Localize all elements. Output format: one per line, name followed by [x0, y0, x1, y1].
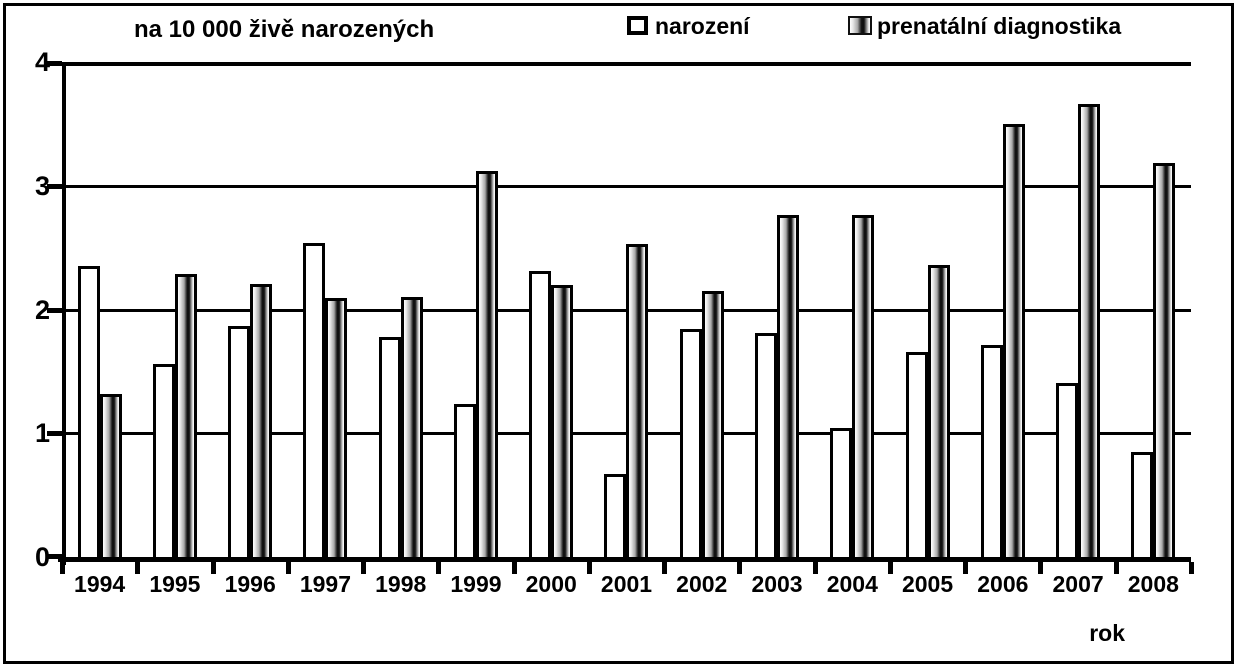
year-group-1996 — [213, 62, 288, 557]
bar-narozeni-1999 — [453, 403, 476, 557]
year-group-2002 — [664, 62, 739, 557]
y-axis-label-1: 1 — [34, 418, 50, 449]
bar-prenatalni-2008 — [1153, 163, 1176, 557]
x-axis-label-1996: 1996 — [224, 571, 276, 597]
bar-prenatalni-1995 — [174, 273, 197, 557]
bar-narozeni-2001 — [604, 474, 627, 557]
year-group-2005 — [890, 62, 965, 557]
year-group-2000 — [514, 62, 589, 557]
x-axis-label-2001: 2001 — [600, 571, 653, 597]
gridline-top — [62, 62, 1191, 66]
x-axis-tick-5 — [436, 562, 442, 574]
bar-prenatalni-1998 — [400, 297, 423, 557]
y-axis-label-2: 2 — [34, 294, 50, 325]
x-axis-tick-14 — [1113, 562, 1119, 574]
legend-swatch-prenatalni-icon — [848, 16, 872, 35]
y-axis-tick-1 — [47, 431, 62, 437]
year-group-2006 — [965, 62, 1040, 557]
year-group-2001 — [589, 62, 664, 557]
x-axis-label-2002: 2002 — [676, 571, 728, 597]
x-axis-label-1997: 1997 — [299, 571, 352, 597]
bar-prenatalni-1994 — [99, 393, 122, 557]
y-axis-tick-0 — [47, 554, 62, 559]
legend-label-prenatalni: prenatální diagnostika — [877, 13, 1122, 39]
x-axis-label-2000: 2000 — [525, 571, 577, 597]
gridline-3 — [62, 184, 1191, 188]
bar-narozeni-2000 — [529, 271, 552, 557]
bar-narozeni-1998 — [378, 336, 401, 557]
x-axis-labels: 1994 1995 1996 1997 1998 1999 2000 2001 2002 2003… — [62, 571, 1191, 598]
x-axis-tick-11 — [887, 562, 893, 574]
x-axis-tick-9 — [737, 562, 743, 574]
x-axis-label-2006: 2006 — [977, 571, 1029, 597]
bar-prenatalni-1996 — [250, 283, 273, 557]
bar-narozeni-1997 — [303, 242, 326, 557]
x-axis-tick-15 — [1189, 562, 1194, 574]
x-axis-label-1999: 1999 — [450, 571, 502, 597]
year-group-1994 — [62, 62, 137, 557]
x-axis-tick-10 — [812, 562, 818, 574]
bar-prenatalni-2000 — [551, 284, 574, 557]
bar-prenatalni-2001 — [626, 243, 649, 557]
y-axis-label-4: 4 — [34, 47, 50, 77]
x-axis-label-2004: 2004 — [826, 571, 878, 597]
y-axis-label-0: 0 — [34, 542, 50, 572]
x-axis-tick-4 — [361, 562, 367, 574]
x-axis-tick-7 — [586, 562, 592, 574]
bar-prenatalni-2003 — [777, 215, 800, 557]
x-axis-tick-2 — [210, 562, 216, 574]
year-group-1999 — [438, 62, 513, 557]
bar-prenatalni-2004 — [852, 215, 875, 557]
bar-prenatalni-1999 — [475, 170, 498, 557]
bar-prenatalni-2005 — [927, 264, 950, 557]
bar-narozeni-2004 — [830, 428, 853, 557]
x-axis-label-2005: 2005 — [901, 571, 954, 597]
x-axis-tick-12 — [963, 562, 969, 574]
legend-label-narozeni: narození — [655, 13, 750, 39]
bar-narozeni-2008 — [1131, 451, 1154, 557]
bars-container — [62, 62, 1191, 557]
y-axis-tick-3 — [47, 183, 62, 189]
year-group-2004 — [815, 62, 890, 557]
bar-narozeni-2005 — [905, 351, 928, 557]
x-axis-tick-0 — [60, 562, 65, 574]
x-axis-label-1995: 1995 — [149, 571, 201, 597]
plot-area — [47, 61, 1194, 574]
chart-title: na 10 000 živě narozených — [134, 16, 435, 43]
bar-prenatalni-2007 — [1078, 104, 1101, 557]
x-axis-tick-3 — [285, 562, 291, 574]
x-axis-tick-1 — [135, 562, 141, 574]
bar-prenatalni-2006 — [1002, 123, 1025, 557]
year-group-2007 — [1040, 62, 1115, 557]
bar-narozeni-2006 — [980, 345, 1003, 557]
year-group-1997 — [288, 62, 363, 557]
year-group-1995 — [137, 62, 212, 557]
y-axis-label-3: 3 — [34, 170, 50, 201]
x-axis-label-2007: 2007 — [1052, 571, 1104, 597]
year-group-2008 — [1116, 62, 1191, 557]
bar-narozeni-2003 — [755, 333, 778, 557]
bar-narozeni-2007 — [1056, 382, 1079, 557]
x-axis-label-2008: 2008 — [1127, 571, 1179, 597]
x-axis-title: rok — [1089, 620, 1125, 646]
bar-narozeni-1995 — [152, 363, 175, 557]
bar-narozeni-1996 — [228, 325, 251, 557]
x-axis-tick-13 — [1038, 562, 1044, 574]
x-axis-label-2003: 2003 — [751, 571, 803, 597]
bar-prenatalni-1997 — [325, 298, 348, 557]
x-axis-label-1998: 1998 — [375, 571, 427, 597]
x-axis-line — [58, 557, 1191, 562]
year-group-2003 — [739, 62, 814, 557]
bar-narozeni-1994 — [77, 266, 100, 557]
x-axis-tick-6 — [511, 562, 517, 574]
bar-narozeni-2002 — [679, 329, 702, 557]
y-axis-line — [62, 62, 66, 565]
year-group-1998 — [363, 62, 438, 557]
legend-swatch-narozeni-icon — [627, 16, 648, 35]
x-axis-tick-8 — [662, 562, 668, 574]
bar-prenatalni-2002 — [701, 290, 724, 557]
y-axis-tick-2 — [47, 307, 62, 313]
y-axis-tick-4 — [47, 61, 62, 66]
x-axis-label-1994: 1994 — [74, 571, 126, 597]
